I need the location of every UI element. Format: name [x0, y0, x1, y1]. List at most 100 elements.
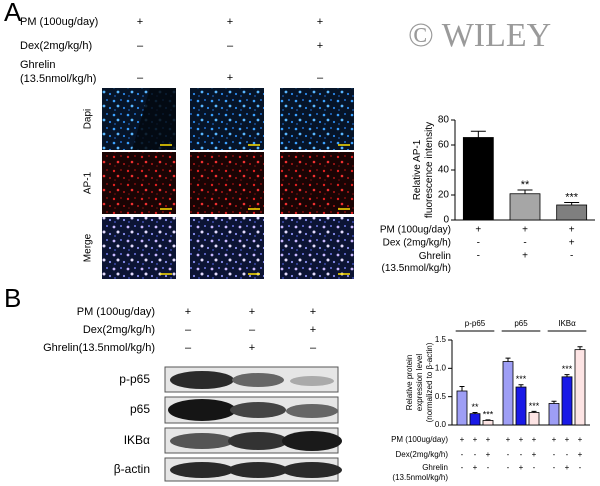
- micrograph: [190, 88, 264, 150]
- condition-label: PM (100ug/day): [77, 306, 155, 318]
- bar: [574, 349, 586, 426]
- blot-band: [286, 404, 338, 418]
- condition-label: Ghrelin(13.5nmol/kg/h): [20, 59, 96, 85]
- blot-band: [290, 376, 334, 386]
- condition-label: Dex(2mg/kg/h): [396, 450, 449, 459]
- bar: [456, 390, 468, 426]
- significance: ***: [565, 191, 579, 203]
- condition-mark: -: [579, 463, 582, 472]
- blot-band: [170, 462, 234, 478]
- significance: ***: [516, 374, 527, 384]
- bar: [561, 376, 573, 426]
- condition-mark: +: [227, 16, 233, 28]
- condition-label: Dex (2mg/kg/h): [383, 238, 451, 249]
- y-tick-label: 0.5: [435, 392, 447, 401]
- condition-mark: –: [185, 342, 192, 354]
- blot-band: [228, 462, 288, 478]
- significance: ***: [562, 364, 573, 374]
- condition-mark: +: [522, 225, 528, 236]
- bar: [462, 137, 494, 221]
- bar: [528, 412, 540, 426]
- error-bar: [472, 412, 478, 414]
- condition-mark: –: [137, 72, 144, 84]
- condition-mark: -: [507, 450, 510, 459]
- condition-mark: +: [473, 463, 478, 472]
- condition-mark: +: [569, 238, 575, 249]
- condition-mark: +: [486, 450, 491, 459]
- condition-mark: –: [137, 40, 144, 52]
- error-bar: [531, 410, 537, 413]
- condition-mark: +: [578, 450, 583, 459]
- condition-label: Dex(2mg/kg/h): [83, 324, 155, 336]
- blot-band: [230, 402, 286, 418]
- bar: [502, 361, 514, 426]
- condition-mark: +: [578, 435, 583, 444]
- bar: [515, 386, 527, 426]
- condition-mark: +: [473, 435, 478, 444]
- y-tick-label: 60: [438, 140, 450, 151]
- panel-label: A: [4, 0, 22, 27]
- condition-mark: +: [310, 306, 316, 318]
- condition-mark: -: [553, 463, 556, 472]
- micrograph: [280, 152, 354, 214]
- band-label: p-p65: [119, 372, 150, 386]
- micrograph: [102, 152, 176, 214]
- bar: [482, 420, 494, 426]
- condition-mark: -: [523, 238, 526, 249]
- condition-mark: +: [532, 450, 537, 459]
- condition-mark: -: [553, 450, 556, 459]
- bar: [548, 403, 560, 426]
- condition-label: Ghrelin(13.5nmol/kg/h): [43, 342, 155, 354]
- condition-mark: +: [522, 251, 528, 262]
- western-blot: [164, 366, 342, 482]
- blot-band: [168, 399, 236, 421]
- micrograph: [280, 217, 354, 279]
- row-label: Merge: [83, 233, 94, 262]
- blot-band: [232, 373, 284, 387]
- y-tick-label: 80: [438, 115, 450, 126]
- condition-label: PM (100ug/day): [20, 16, 98, 28]
- micrograph: [280, 88, 354, 150]
- condition-mark: -: [477, 251, 480, 262]
- condition-mark: –: [227, 40, 234, 52]
- condition-mark: -: [474, 450, 477, 459]
- condition-mark: -: [461, 463, 464, 472]
- category-label: IKBα: [558, 319, 576, 328]
- condition-mark: +: [460, 435, 465, 444]
- condition-label: PM (100ug/day): [391, 435, 448, 444]
- micrograph: [102, 217, 176, 279]
- condition-mark: +: [519, 435, 524, 444]
- band-label: β-actin: [114, 462, 150, 476]
- condition-mark: +: [552, 435, 557, 444]
- y-tick-label: 1.5: [435, 335, 447, 344]
- condition-mark: +: [532, 435, 537, 444]
- condition-mark: +: [519, 463, 524, 472]
- condition-label: PM (100ug/day): [380, 225, 451, 236]
- condition-mark: –: [249, 324, 256, 336]
- condition-mark: +: [486, 435, 491, 444]
- condition-mark: +: [310, 324, 316, 336]
- condition-mark: –: [310, 342, 317, 354]
- error-bar: [564, 374, 570, 377]
- significance: ***: [483, 409, 494, 419]
- row-label: Dapi: [83, 109, 94, 130]
- significance: **: [471, 402, 479, 412]
- condition-mark: +: [227, 72, 233, 84]
- error-bar: [551, 400, 557, 404]
- condition-mark: +: [249, 342, 255, 354]
- micrograph: [190, 152, 264, 214]
- condition-mark: +: [249, 306, 255, 318]
- error-bar: [485, 419, 491, 421]
- row-label: AP-1: [83, 171, 94, 194]
- blot-band: [170, 371, 234, 389]
- blot-band: [282, 431, 342, 451]
- y-tick-label: 20: [438, 190, 450, 201]
- y-tick-label: 40: [438, 165, 450, 176]
- condition-mark: +: [565, 435, 570, 444]
- y-tick-label: 1.0: [435, 363, 447, 372]
- micrograph: [190, 217, 264, 279]
- band-label: IKBα: [124, 433, 150, 447]
- condition-mark: –: [185, 324, 192, 336]
- microscopy-grid: [102, 88, 354, 279]
- error-bar: [459, 385, 465, 391]
